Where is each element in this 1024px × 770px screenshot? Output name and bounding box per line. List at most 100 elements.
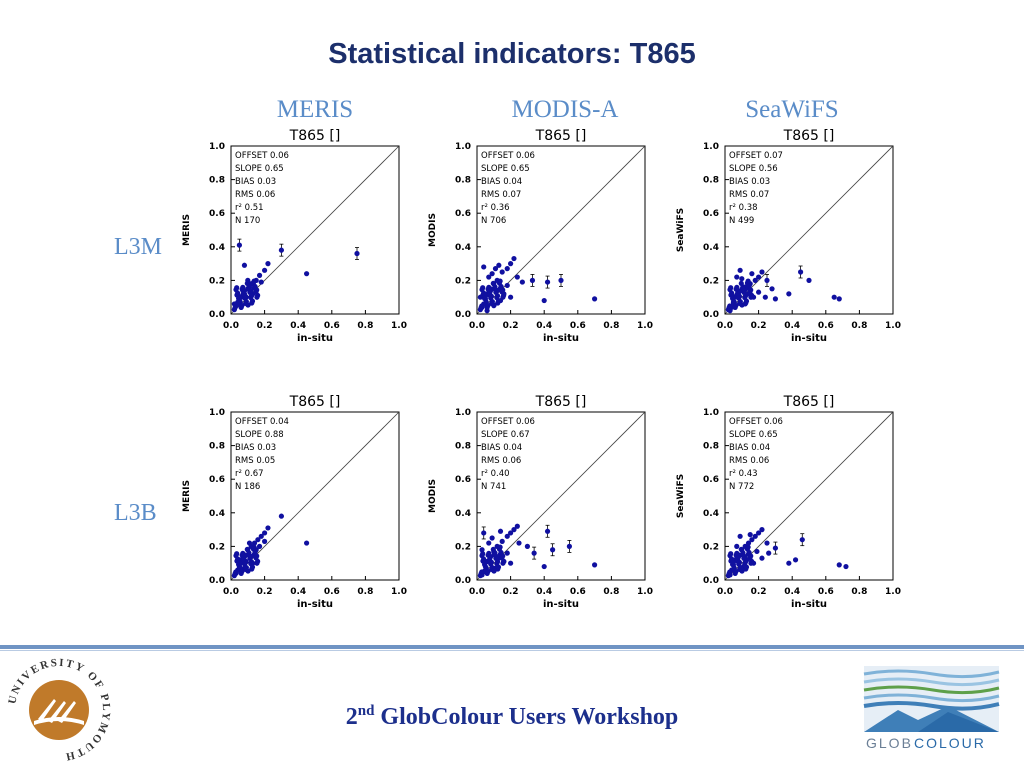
stat-line: SLOPE 0.65 (235, 164, 284, 174)
one-to-one-line (230, 411, 400, 581)
data-point (241, 262, 248, 268)
x-tick-label: 0.4 (784, 587, 800, 597)
data-point (249, 564, 256, 570)
y-tick-label: 1.0 (209, 408, 225, 418)
data-point (278, 247, 284, 253)
data-point (524, 543, 530, 549)
data-point (741, 287, 748, 294)
data-point (511, 527, 517, 533)
data-point (786, 291, 792, 297)
scatter-plot-l3m-meris: T865 [] 0.0 0.0 0.2 0.2 0.4 0.4 0.6 0.6 0.8 0.8 1.0… (176, 118, 416, 368)
x-axis-label: in-situ (297, 599, 333, 610)
data-point (236, 560, 242, 566)
stat-line: BIAS 0.03 (235, 443, 276, 453)
data-point (730, 560, 736, 566)
data-point (246, 540, 253, 546)
plot-title: T865 [] (289, 394, 341, 410)
data-point (745, 540, 752, 546)
stat-line: N 186 (235, 482, 260, 492)
data-point (480, 285, 486, 291)
data-point (488, 293, 495, 299)
stat-line: SLOPE 0.88 (235, 430, 284, 440)
data-point (494, 559, 501, 565)
stat-line: RMS 0.07 (729, 190, 769, 200)
data-point (262, 538, 268, 544)
data-point (743, 298, 750, 304)
data-point (742, 559, 749, 565)
data-point (735, 554, 742, 560)
data-point (256, 272, 263, 278)
y-tick-label: 0.2 (703, 276, 719, 286)
stat-line: OFFSET 0.06 (235, 151, 289, 161)
data-point (733, 568, 739, 575)
y-tick-label: 0.4 (209, 243, 225, 253)
data-point (481, 530, 487, 536)
data-point (741, 553, 748, 560)
data-point (514, 523, 520, 529)
data-point (749, 271, 755, 277)
data-point (739, 302, 745, 308)
data-point (736, 293, 743, 299)
data-point (500, 553, 506, 559)
x-tick-label: 1.0 (885, 587, 901, 597)
data-point (529, 277, 536, 283)
data-point (749, 292, 755, 298)
stat-line: r² 0.43 (729, 469, 758, 479)
stat-line: N 741 (481, 482, 506, 492)
x-tick-label: 0.8 (603, 587, 619, 597)
data-point (754, 548, 760, 555)
data-point (843, 563, 849, 570)
stat-line: OFFSET 0.06 (481, 417, 535, 427)
data-point (487, 554, 494, 560)
y-tick-label: 0.6 (209, 209, 225, 219)
data-point (241, 288, 248, 294)
y-tick-label: 0.0 (703, 576, 719, 586)
data-point (836, 296, 842, 302)
x-tick-label: 0.6 (570, 321, 586, 331)
y-axis-label: MODIS (428, 479, 438, 513)
data-point (495, 298, 502, 304)
data-point (739, 568, 745, 574)
globcolour-logo-colour: COLOUR (914, 735, 986, 751)
plot-title: T865 [] (783, 394, 835, 410)
x-tick-label: 0.0 (717, 587, 733, 597)
plot-title: T865 [] (535, 128, 587, 144)
x-tick-label: 0.8 (851, 587, 867, 597)
stat-line: N 706 (481, 216, 506, 226)
y-axis-label: MODIS (428, 213, 438, 247)
data-point (234, 551, 240, 557)
data-point (759, 269, 765, 275)
plot-title: T865 [] (289, 128, 341, 144)
scatter-plot-l3b-meris: T865 [] 0.0 0.0 0.2 0.2 0.4 0.4 0.6 0.6 0.8 0.8 1.0… (176, 384, 416, 634)
data-point (485, 568, 491, 575)
y-tick-label: 0.8 (703, 442, 719, 452)
row-header-l3m: L3M (114, 234, 162, 260)
data-point (508, 560, 514, 566)
plot-frame (230, 411, 400, 581)
data-point (486, 540, 492, 546)
x-tick-label: 1.0 (391, 587, 407, 597)
y-tick-label: 0.2 (703, 542, 719, 552)
data-point (508, 530, 514, 536)
y-tick-label: 0.2 (455, 276, 471, 286)
y-tick-label: 0.6 (455, 209, 471, 219)
plot-frame (476, 145, 646, 315)
x-tick-label: 0.6 (324, 321, 340, 331)
data-point (236, 242, 242, 248)
stat-line: BIAS 0.04 (729, 443, 770, 453)
stat-line: RMS 0.06 (481, 456, 521, 466)
data-point (739, 276, 745, 282)
scatter-plot-l3m-seawifs: T865 [] 0.0 0.0 0.2 0.2 0.4 0.4 0.6 0.6 0.8 0.8 1.0… (670, 118, 910, 368)
data-point (786, 560, 792, 566)
x-tick-label: 0.2 (257, 587, 273, 597)
one-to-one-line (724, 411, 894, 581)
x-tick-label: 1.0 (637, 587, 653, 597)
x-tick-label: 0.4 (784, 321, 800, 331)
data-point (742, 293, 749, 299)
x-tick-label: 0.6 (324, 587, 340, 597)
data-point (733, 302, 739, 309)
data-point (516, 540, 522, 546)
data-point (511, 255, 517, 262)
data-point (550, 547, 556, 553)
column-header-modis: MODIS-A (511, 96, 619, 123)
